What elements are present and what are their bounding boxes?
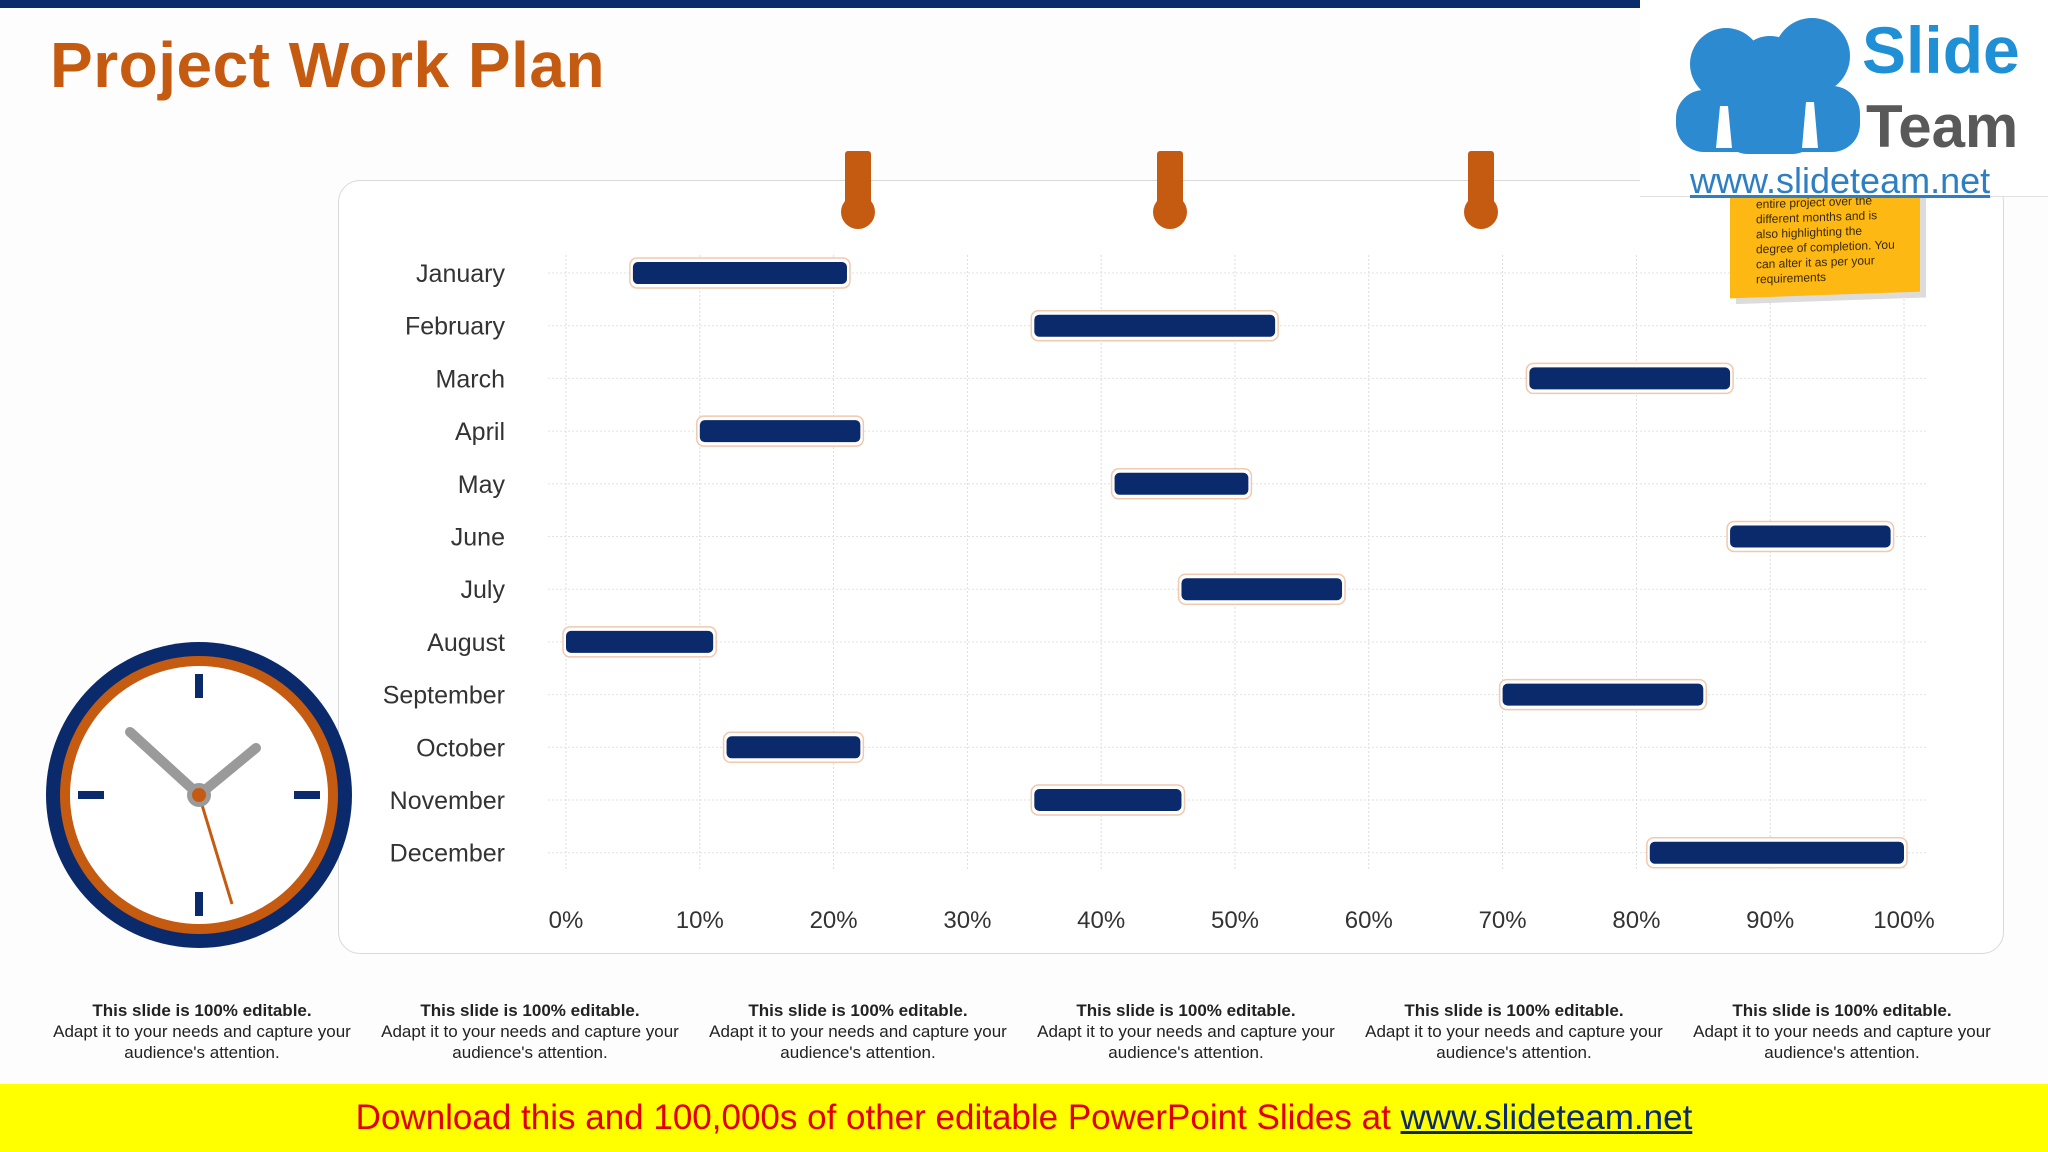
caption-body: Adapt it to your needs and capture your …: [1365, 1022, 1663, 1062]
pin-icon: [1464, 151, 1498, 231]
caption-head: This slide is 100% editable.: [92, 1001, 312, 1020]
pin-icon: [1153, 151, 1187, 231]
download-banner-text: Download this and 100,000s of other edit…: [0, 1098, 2048, 1138]
bar: [1181, 578, 1343, 601]
category-label: June: [451, 524, 505, 552]
category-label: April: [455, 418, 505, 446]
caption-body: Adapt it to your needs and capture your …: [1037, 1022, 1335, 1062]
x-tick-label: 90%: [1746, 907, 1794, 934]
caption-head: This slide is 100% editable.: [1404, 1001, 1624, 1020]
bar: [632, 262, 847, 284]
bar: [1502, 683, 1704, 706]
bar: [726, 736, 861, 759]
x-tick-label: 80%: [1612, 907, 1660, 934]
top-accent-bar: [0, 0, 1640, 8]
slideteam-logo[interactable]: Slide Team www.slideteam.net: [1640, 0, 2048, 201]
category-label: March: [436, 365, 505, 393]
bar: [1730, 525, 1891, 548]
category-label: September: [383, 682, 505, 710]
x-tick-label: 70%: [1479, 907, 1527, 934]
x-tick-label: 0%: [549, 907, 584, 934]
x-tick-label: 10%: [676, 907, 724, 934]
caption-body: Adapt it to your needs and capture your …: [53, 1022, 351, 1062]
category-label: August: [427, 629, 505, 657]
pin-icon: [841, 151, 875, 231]
chart-panel: [338, 180, 2004, 954]
download-banner: Download this and 100,000s of other edit…: [0, 1084, 2048, 1152]
caption-body: Adapt it to your needs and capture your …: [381, 1022, 679, 1062]
bar: [1649, 841, 1904, 864]
bar: [1034, 314, 1276, 337]
caption-4: This slide is 100% editable. Adapt it to …: [1036, 1000, 1336, 1063]
caption-6: This slide is 100% editable. Adapt it to …: [1692, 1000, 1992, 1063]
category-label: January: [416, 260, 505, 288]
caption-head: This slide is 100% editable.: [1076, 1001, 1296, 1020]
x-tick-label: 30%: [943, 907, 991, 934]
x-tick-label: 100%: [1873, 907, 1934, 934]
logo-word-slide: Slide: [1862, 13, 2020, 87]
clock-icon: [46, 642, 352, 948]
caption-head: This slide is 100% editable.: [1732, 1001, 1952, 1020]
bar: [1114, 472, 1249, 495]
category-label: October: [416, 734, 505, 762]
page-title: Project Work Plan: [50, 29, 606, 101]
banner-link[interactable]: www.slideteam.net: [1400, 1098, 1693, 1137]
category-label: November: [390, 787, 505, 815]
caption-5: This slide is 100% editable. Adapt it to …: [1364, 1000, 1664, 1063]
x-tick-label: 50%: [1211, 907, 1259, 934]
caption-3: This slide is 100% editable. Adapt it to …: [708, 1000, 1008, 1063]
x-tick-label: 60%: [1345, 907, 1393, 934]
caption-head: This slide is 100% editable.: [748, 1001, 968, 1020]
caption-head: This slide is 100% editable.: [420, 1001, 640, 1020]
banner-text: Download this and 100,000s of other edit…: [355, 1098, 1401, 1137]
caption-body: Adapt it to your needs and capture your …: [1693, 1022, 1991, 1062]
caption-body: Adapt it to your needs and capture your …: [709, 1022, 1007, 1062]
category-label: February: [405, 313, 506, 341]
caption-2: This slide is 100% editable. Adapt it to …: [380, 1000, 680, 1063]
caption-1: This slide is 100% editable. Adapt it to …: [52, 1000, 352, 1063]
category-label: July: [461, 576, 506, 604]
category-label: May: [458, 471, 506, 499]
bar: [1034, 789, 1182, 811]
category-label: December: [390, 840, 505, 868]
bar: [699, 420, 861, 443]
logo-url-link[interactable]: www.slideteam.net: [1690, 160, 1991, 201]
x-tick-label: 40%: [1077, 907, 1125, 934]
x-tick-label: 20%: [810, 907, 858, 934]
bar: [1529, 367, 1731, 390]
people-icon: [1676, 18, 1860, 154]
logo-word-team: Team: [1866, 93, 2019, 160]
bar: [566, 630, 714, 653]
